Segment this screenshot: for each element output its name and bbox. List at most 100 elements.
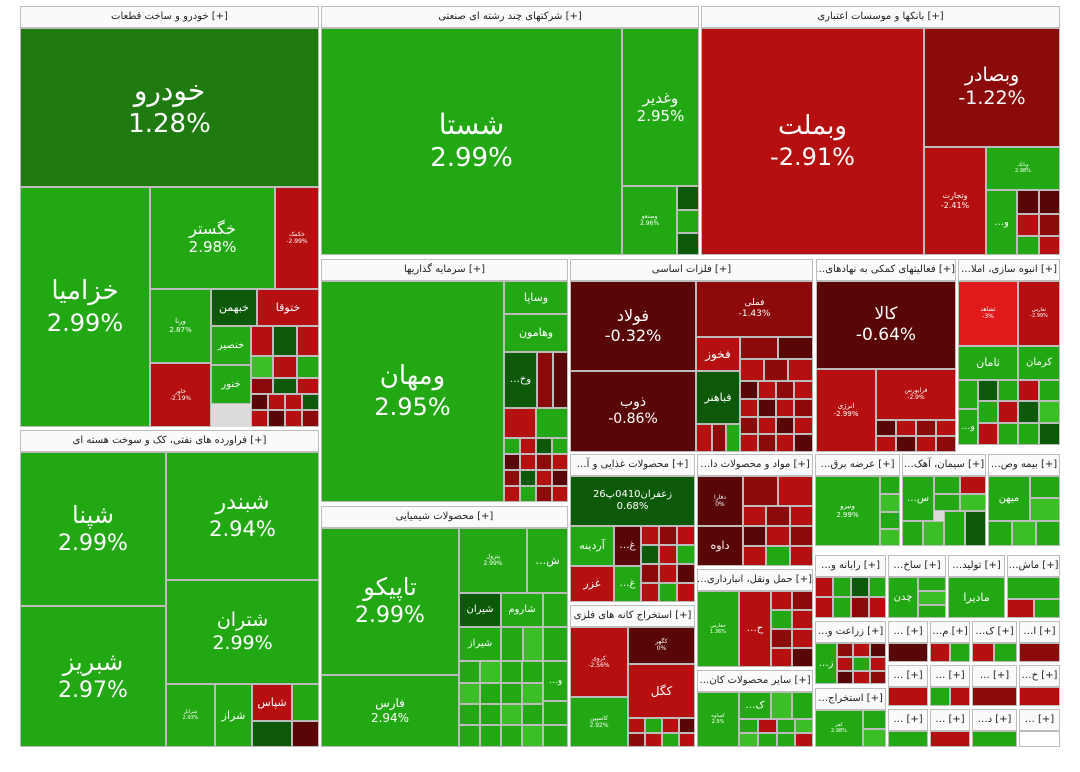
small-tile[interactable]: [944, 511, 965, 546]
small-tile[interactable]: [552, 486, 568, 502]
sector-header[interactable]: [+] ک…: [972, 621, 1017, 643]
small-tile[interactable]: [522, 683, 543, 704]
small-tile[interactable]: [659, 545, 677, 564]
small-tile[interactable]: [268, 394, 285, 410]
small-tile[interactable]: [520, 438, 536, 454]
stock-tile[interactable]: کالا -0.64%: [816, 281, 956, 369]
small-tile[interactable]: [776, 399, 794, 417]
small-tile[interactable]: [896, 436, 916, 452]
stock-tile[interactable]: آردینه: [570, 526, 614, 566]
sector-header[interactable]: [+] سایر محصولات کان…: [697, 670, 813, 692]
stock-tile[interactable]: غ…: [614, 566, 641, 602]
small-tile[interactable]: [790, 546, 813, 566]
sector-header[interactable]: [+] د…: [972, 709, 1017, 731]
small-tile[interactable]: [790, 526, 813, 546]
stock-tile[interactable]: شپنا 2.99%: [20, 452, 166, 606]
small-tile[interactable]: [950, 643, 970, 662]
stock-tile[interactable]: وهامون: [504, 314, 568, 352]
small-tile[interactable]: [739, 733, 758, 747]
small-tile[interactable]: [888, 731, 928, 747]
small-tile[interactable]: [285, 394, 302, 410]
small-tile[interactable]: [501, 661, 522, 683]
small-tile[interactable]: [876, 436, 896, 452]
stock-tile[interactable]: کروی -2.56%: [570, 627, 628, 697]
small-tile[interactable]: [292, 721, 319, 747]
small-tile[interactable]: [743, 526, 766, 546]
small-tile[interactable]: [863, 729, 886, 747]
small-tile[interactable]: [902, 521, 923, 546]
stock-tile[interactable]: انرژی -2.99%: [816, 369, 876, 452]
small-tile[interactable]: [740, 434, 758, 452]
small-tile[interactable]: [480, 661, 501, 683]
sector-header[interactable]: [+] بانکها و موسسات اعتباری: [701, 6, 1060, 28]
sector-header[interactable]: [+] استخراج…: [815, 688, 886, 710]
small-tile[interactable]: [726, 424, 740, 452]
small-tile[interactable]: [1019, 731, 1060, 747]
small-tile[interactable]: [1039, 190, 1060, 214]
small-tile[interactable]: [934, 494, 960, 511]
sector-header[interactable]: [+] تولید…: [948, 555, 1005, 577]
small-tile[interactable]: [888, 643, 928, 662]
small-tile[interactable]: [743, 546, 766, 566]
small-tile[interactable]: [501, 704, 522, 725]
small-tile[interactable]: [628, 733, 645, 747]
stock-tile[interactable]: س…: [902, 476, 934, 521]
small-tile[interactable]: [1007, 599, 1034, 618]
small-tile[interactable]: [536, 486, 552, 502]
small-tile[interactable]: [771, 610, 792, 629]
stock-tile[interactable]: چدن: [888, 577, 918, 618]
small-tile[interactable]: [459, 683, 480, 704]
small-tile[interactable]: [1019, 687, 1060, 706]
small-tile[interactable]: [758, 399, 776, 417]
sector-header[interactable]: [+] فراورده های نفتی، کک و سوخت هسته ای: [20, 430, 319, 452]
small-tile[interactable]: [523, 627, 543, 661]
stock-tile[interactable]: خنور: [211, 365, 251, 404]
small-tile[interactable]: [795, 719, 813, 733]
small-tile[interactable]: [553, 352, 568, 408]
small-tile[interactable]: [1039, 380, 1060, 401]
small-tile[interactable]: [273, 356, 297, 378]
stock-tile[interactable]: ثشاهد -3%: [958, 281, 1018, 346]
sector-header[interactable]: [+] …: [888, 709, 928, 731]
stock-tile[interactable]: فباهنر: [696, 371, 740, 424]
small-tile[interactable]: [934, 476, 960, 494]
small-tile[interactable]: [552, 454, 568, 470]
small-tile[interactable]: [833, 597, 851, 618]
small-tile[interactable]: [252, 721, 292, 747]
sector-header[interactable]: [+] انبوه سازی، املا…: [958, 259, 1060, 281]
small-tile[interactable]: [501, 627, 523, 661]
small-tile[interactable]: [679, 718, 695, 733]
small-tile[interactable]: [268, 410, 285, 427]
small-tile[interactable]: [870, 643, 886, 657]
sector-header[interactable]: [+] فلزات اساسی: [570, 259, 813, 281]
small-tile[interactable]: [480, 725, 501, 747]
small-tile[interactable]: [292, 684, 319, 721]
small-tile[interactable]: [837, 671, 853, 684]
small-tile[interactable]: [536, 470, 552, 486]
small-tile[interactable]: [1018, 401, 1039, 423]
small-tile[interactable]: [766, 546, 790, 566]
small-tile[interactable]: [459, 704, 480, 725]
small-tile[interactable]: [677, 186, 699, 210]
small-tile[interactable]: [764, 359, 788, 381]
small-tile[interactable]: [998, 380, 1018, 401]
sector-header[interactable]: [+] …: [888, 621, 928, 643]
stock-tile[interactable]: خکمک -2.99%: [275, 187, 319, 289]
stock-tile[interactable]: خاور -2.19%: [150, 363, 211, 427]
small-tile[interactable]: [1036, 521, 1060, 546]
small-tile[interactable]: [771, 648, 792, 667]
small-tile[interactable]: [1039, 401, 1060, 423]
small-tile[interactable]: [677, 583, 695, 602]
small-tile[interactable]: [916, 436, 936, 452]
stock-tile[interactable]: کفر 2.98%: [815, 710, 863, 747]
stock-tile[interactable]: فملی -1.43%: [696, 281, 813, 337]
small-tile[interactable]: [978, 401, 998, 423]
stock-tile[interactable]: وبانک 2.98%: [986, 147, 1060, 190]
stock-tile[interactable]: غزر: [570, 566, 614, 602]
small-tile[interactable]: [1019, 643, 1060, 662]
small-tile[interactable]: [552, 470, 568, 486]
small-tile[interactable]: [1039, 423, 1060, 445]
small-tile[interactable]: [285, 410, 302, 427]
small-tile[interactable]: [628, 718, 645, 733]
small-tile[interactable]: [851, 597, 869, 618]
